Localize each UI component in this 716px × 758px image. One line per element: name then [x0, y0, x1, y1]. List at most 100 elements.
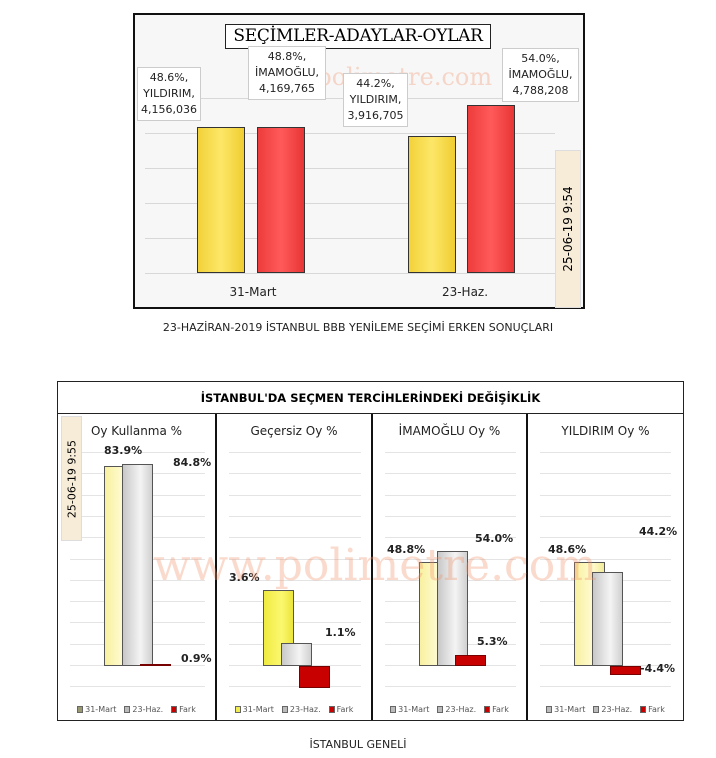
gridline — [229, 579, 361, 581]
label-line: 4,788,208 — [512, 84, 569, 97]
gridline — [70, 686, 205, 688]
legend-label: 31-Mart — [85, 705, 117, 714]
date-stamp: 25-06-19 9:54 — [555, 150, 581, 308]
gridline — [385, 494, 516, 496]
panel: Oy Kullanma % 83.9% 84.8% 0.9% 31-Mart 23-Haz… — [58, 414, 217, 720]
value-label: 83.9% — [104, 444, 143, 457]
legend: 31-Mart 23-Haz. Fark — [373, 705, 526, 714]
legend-item: Fark — [640, 705, 665, 714]
legend-swatch — [328, 706, 335, 713]
top-chart: www.polimetre.com SEÇİMLER-ADAYLAR-OYLAR… — [133, 13, 585, 309]
category-label: 23-Haz. — [441, 285, 489, 299]
chart-title: İSTANBUL'DA SEÇMEN TERCİHLERİNDEKİ DEĞİŞ… — [58, 382, 683, 414]
legend-label: 23-Haz. — [132, 705, 164, 714]
value-label: 48.6% — [548, 543, 587, 556]
legend-label: 23-Haz. — [601, 705, 633, 714]
data-label: 48.8%, İMAMOĞLU, 4,169,765 — [248, 46, 326, 100]
yildirim-bar — [197, 127, 245, 273]
legend-swatch — [484, 706, 491, 713]
legend-swatch — [281, 706, 288, 713]
panel: YILDIRIM Oy % 48.6% 44.2% -4.4% 31-Mart 23-Ha… — [528, 414, 683, 720]
bar-fark — [610, 666, 641, 676]
label-line: İMAMOĞLU, — [508, 68, 573, 81]
gridline — [229, 494, 361, 496]
gridline — [385, 452, 516, 453]
gridline — [145, 238, 555, 239]
value-label: 54.0% — [475, 532, 514, 545]
value-label: 0.9% — [181, 652, 212, 665]
label-line: YILDIRIM, — [143, 87, 195, 100]
panel-title: Oy Kullanma % — [90, 424, 183, 438]
gridline — [229, 686, 361, 688]
gridline — [229, 473, 361, 475]
gridline — [229, 537, 361, 539]
legend-item: 31-Mart — [390, 705, 429, 714]
gridline — [145, 273, 555, 274]
yildirim-bar — [408, 135, 456, 273]
gridline — [540, 473, 671, 475]
legend-item: 31-Mart — [234, 705, 274, 714]
panel-title: Geçersiz Oy % — [250, 424, 338, 438]
gridline — [540, 537, 671, 539]
legend-item: Fark — [171, 705, 196, 714]
gridline — [145, 133, 555, 134]
imamoglu-bar — [257, 126, 305, 273]
gridline — [145, 203, 555, 204]
value-label: 84.8% — [173, 456, 212, 469]
legend-label: 23-Haz. — [289, 705, 321, 714]
data-label: 48.6%, YILDIRIM, 4,156,036 — [137, 67, 201, 121]
imamoglu-bar — [467, 104, 515, 273]
legend: 31-Mart 23-Haz. Fark — [217, 705, 371, 714]
value-label: 48.8% — [387, 543, 426, 556]
bar-fark — [299, 666, 330, 688]
top-caption: 23-HAZİRAN-2019 İSTANBUL BBB YENİLEME SE… — [162, 321, 554, 334]
legend-item: 31-Mart — [546, 705, 585, 714]
legend-swatch — [234, 706, 241, 713]
label-line: 48.8%, — [267, 50, 307, 63]
bar-23-haz — [592, 571, 623, 666]
legend-swatch — [593, 706, 600, 713]
label-line: 48.6%, — [149, 71, 189, 84]
label-line: 44.2%, — [356, 77, 395, 90]
legend-label: Fark — [336, 705, 354, 714]
bar-23-haz — [281, 642, 312, 666]
legend-item: 23-Haz. — [437, 705, 476, 714]
legend: 31-Mart 23-Haz. Fark — [58, 705, 215, 714]
legend-swatch — [124, 706, 131, 713]
panel: Geçersiz Oy % 3.6% 1.1% 31-Mart 23-Haz. Fark — [217, 414, 373, 720]
bar-fark — [455, 654, 486, 666]
category-label: 31-Mart — [229, 285, 277, 299]
legend-label: 31-Mart — [398, 705, 430, 714]
legend-swatch — [171, 706, 178, 713]
gridline — [229, 452, 361, 453]
bottom-caption: İSTANBUL GENELİ — [309, 738, 407, 751]
panel: İMAMOĞLU Oy % 48.8% 54.0% 5.3% 31-Mart 23-Haz… — [373, 414, 528, 720]
bar-23-haz — [437, 550, 468, 666]
legend-item: 23-Haz. — [281, 705, 321, 714]
legend-item: 23-Haz. — [593, 705, 632, 714]
bar-23-haz — [122, 464, 153, 666]
legend-item: 23-Haz. — [124, 705, 163, 714]
legend-swatch — [390, 706, 397, 713]
gridline — [385, 473, 516, 475]
watermark: www.polimetre.com — [153, 540, 597, 591]
data-label: 54.0%, İMAMOĞLU, 4,788,208 — [502, 48, 579, 102]
gridline — [540, 494, 671, 496]
label-line: İMAMOĞLU, — [254, 66, 320, 79]
panel-title: YILDIRIM Oy % — [561, 424, 650, 438]
chart-title: SEÇİMLER-ADAYLAR-OYLAR — [225, 24, 491, 49]
legend-item: 31-Mart — [77, 705, 116, 714]
legend-item: Fark — [484, 705, 509, 714]
legend-label: Fark — [648, 705, 665, 714]
legend-swatch — [546, 706, 553, 713]
legend-label: 31-Mart — [242, 705, 274, 714]
gridline — [385, 686, 516, 688]
legend-swatch — [437, 706, 444, 713]
legend-swatch — [640, 706, 647, 713]
bottom-chart: İSTANBUL'DA SEÇMEN TERCİHLERİNDEKİ DEĞİŞ… — [57, 381, 684, 721]
legend-label: Fark — [492, 705, 509, 714]
legend-item: Fark — [328, 705, 354, 714]
gridline — [229, 558, 361, 560]
date-stamp: 25-06-19 9:55 — [61, 416, 82, 541]
gridline — [229, 622, 361, 624]
